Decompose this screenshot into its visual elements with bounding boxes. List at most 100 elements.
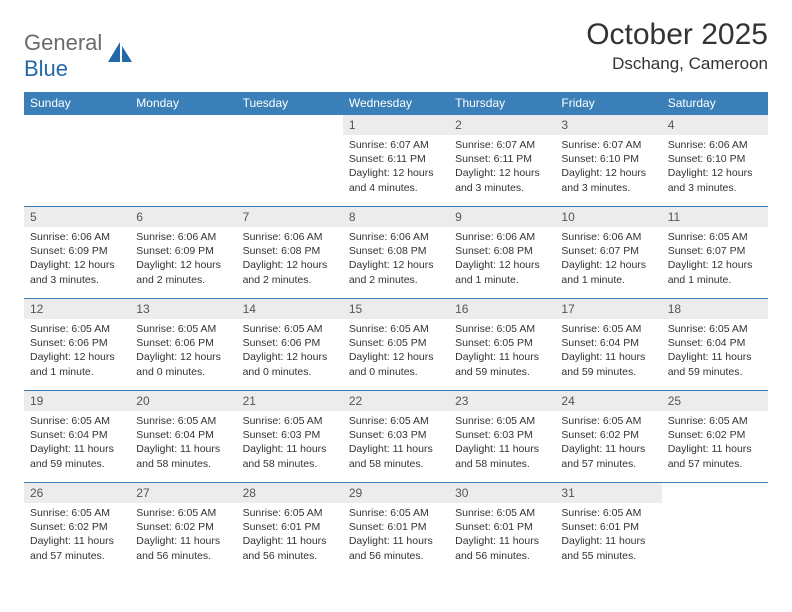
dow-saturday: Saturday	[662, 92, 768, 115]
sunset-text: Sunset: 6:10 PM	[561, 152, 655, 166]
day-cell	[130, 115, 236, 207]
day-info: Sunrise: 6:05 AMSunset: 6:02 PMDaylight:…	[24, 503, 130, 569]
day-number: 10	[555, 207, 661, 227]
sunset-text: Sunset: 6:03 PM	[455, 428, 549, 442]
dow-friday: Friday	[555, 92, 661, 115]
day-info: Sunrise: 6:05 AMSunset: 6:02 PMDaylight:…	[662, 411, 768, 477]
daylight-text: Daylight: 11 hours and 57 minutes.	[30, 534, 124, 562]
day-cell: 2Sunrise: 6:07 AMSunset: 6:11 PMDaylight…	[449, 115, 555, 207]
daylight-text: Daylight: 12 hours and 2 minutes.	[136, 258, 230, 286]
day-number: 18	[662, 299, 768, 319]
daylight-text: Daylight: 11 hours and 56 minutes.	[136, 534, 230, 562]
day-cell: 5Sunrise: 6:06 AMSunset: 6:09 PMDaylight…	[24, 207, 130, 299]
day-info: Sunrise: 6:05 AMSunset: 6:03 PMDaylight:…	[343, 411, 449, 477]
logo-text: General Blue	[24, 30, 102, 82]
calendar-page: General Blue October 2025 Dschang, Camer…	[0, 0, 792, 575]
sunrise-text: Sunrise: 6:05 AM	[561, 414, 655, 428]
daylight-text: Daylight: 11 hours and 58 minutes.	[455, 442, 549, 470]
day-info: Sunrise: 6:05 AMSunset: 6:01 PMDaylight:…	[555, 503, 661, 569]
day-cell: 23Sunrise: 6:05 AMSunset: 6:03 PMDayligh…	[449, 391, 555, 483]
daylight-text: Daylight: 11 hours and 55 minutes.	[561, 534, 655, 562]
daylight-text: Daylight: 12 hours and 3 minutes.	[561, 166, 655, 194]
day-info: Sunrise: 6:05 AMSunset: 6:05 PMDaylight:…	[343, 319, 449, 385]
day-cell: 12Sunrise: 6:05 AMSunset: 6:06 PMDayligh…	[24, 299, 130, 391]
logo-text-gray: General	[24, 30, 102, 55]
day-cell: 29Sunrise: 6:05 AMSunset: 6:01 PMDayligh…	[343, 483, 449, 575]
day-info: Sunrise: 6:05 AMSunset: 6:06 PMDaylight:…	[24, 319, 130, 385]
daylight-text: Daylight: 11 hours and 56 minutes.	[455, 534, 549, 562]
day-number: 1	[343, 115, 449, 135]
day-number: 14	[237, 299, 343, 319]
sunrise-text: Sunrise: 6:05 AM	[243, 506, 337, 520]
title-block: October 2025 Dschang, Cameroon	[586, 18, 768, 74]
day-info: Sunrise: 6:05 AMSunset: 6:04 PMDaylight:…	[130, 411, 236, 477]
day-cell: 7Sunrise: 6:06 AMSunset: 6:08 PMDaylight…	[237, 207, 343, 299]
day-number: 8	[343, 207, 449, 227]
day-info: Sunrise: 6:05 AMSunset: 6:02 PMDaylight:…	[555, 411, 661, 477]
sunrise-text: Sunrise: 6:05 AM	[30, 322, 124, 336]
dow-thursday: Thursday	[449, 92, 555, 115]
day-cell: 18Sunrise: 6:05 AMSunset: 6:04 PMDayligh…	[662, 299, 768, 391]
day-cell: 6Sunrise: 6:06 AMSunset: 6:09 PMDaylight…	[130, 207, 236, 299]
day-info: Sunrise: 6:05 AMSunset: 6:05 PMDaylight:…	[449, 319, 555, 385]
logo-text-blue: Blue	[24, 56, 68, 81]
day-info: Sunrise: 6:05 AMSunset: 6:01 PMDaylight:…	[343, 503, 449, 569]
week-row: 26Sunrise: 6:05 AMSunset: 6:02 PMDayligh…	[24, 483, 768, 575]
day-info: Sunrise: 6:06 AMSunset: 6:09 PMDaylight:…	[24, 227, 130, 293]
day-cell: 10Sunrise: 6:06 AMSunset: 6:07 PMDayligh…	[555, 207, 661, 299]
day-cell: 19Sunrise: 6:05 AMSunset: 6:04 PMDayligh…	[24, 391, 130, 483]
daylight-text: Daylight: 11 hours and 59 minutes.	[561, 350, 655, 378]
dow-sunday: Sunday	[24, 92, 130, 115]
week-row: 1Sunrise: 6:07 AMSunset: 6:11 PMDaylight…	[24, 115, 768, 207]
sunrise-text: Sunrise: 6:05 AM	[349, 506, 443, 520]
sunrise-text: Sunrise: 6:05 AM	[668, 322, 762, 336]
day-cell: 24Sunrise: 6:05 AMSunset: 6:02 PMDayligh…	[555, 391, 661, 483]
day-cell: 3Sunrise: 6:07 AMSunset: 6:10 PMDaylight…	[555, 115, 661, 207]
day-cell: 13Sunrise: 6:05 AMSunset: 6:06 PMDayligh…	[130, 299, 236, 391]
day-number: 9	[449, 207, 555, 227]
day-info: Sunrise: 6:07 AMSunset: 6:11 PMDaylight:…	[343, 135, 449, 201]
day-number: 6	[130, 207, 236, 227]
day-number: 3	[555, 115, 661, 135]
day-cell: 27Sunrise: 6:05 AMSunset: 6:02 PMDayligh…	[130, 483, 236, 575]
day-info: Sunrise: 6:05 AMSunset: 6:01 PMDaylight:…	[449, 503, 555, 569]
location: Dschang, Cameroon	[586, 54, 768, 74]
month-title: October 2025	[586, 18, 768, 52]
day-number: 11	[662, 207, 768, 227]
day-number: 26	[24, 483, 130, 503]
daylight-text: Daylight: 12 hours and 1 minute.	[30, 350, 124, 378]
daylight-text: Daylight: 12 hours and 2 minutes.	[243, 258, 337, 286]
daylight-text: Daylight: 11 hours and 58 minutes.	[243, 442, 337, 470]
logo: General Blue	[24, 18, 134, 82]
day-info: Sunrise: 6:05 AMSunset: 6:04 PMDaylight:…	[555, 319, 661, 385]
day-cell: 20Sunrise: 6:05 AMSunset: 6:04 PMDayligh…	[130, 391, 236, 483]
day-info: Sunrise: 6:05 AMSunset: 6:07 PMDaylight:…	[662, 227, 768, 293]
day-cell: 8Sunrise: 6:06 AMSunset: 6:08 PMDaylight…	[343, 207, 449, 299]
week-row: 12Sunrise: 6:05 AMSunset: 6:06 PMDayligh…	[24, 299, 768, 391]
days-of-week-row: Sunday Monday Tuesday Wednesday Thursday…	[24, 92, 768, 115]
day-number: 16	[449, 299, 555, 319]
daylight-text: Daylight: 11 hours and 59 minutes.	[668, 350, 762, 378]
week-row: 5Sunrise: 6:06 AMSunset: 6:09 PMDaylight…	[24, 207, 768, 299]
day-info: Sunrise: 6:07 AMSunset: 6:10 PMDaylight:…	[555, 135, 661, 201]
sunrise-text: Sunrise: 6:06 AM	[30, 230, 124, 244]
daylight-text: Daylight: 12 hours and 3 minutes.	[30, 258, 124, 286]
sunrise-text: Sunrise: 6:05 AM	[668, 230, 762, 244]
daylight-text: Daylight: 11 hours and 56 minutes.	[243, 534, 337, 562]
sunset-text: Sunset: 6:01 PM	[455, 520, 549, 534]
daylight-text: Daylight: 12 hours and 1 minute.	[668, 258, 762, 286]
daylight-text: Daylight: 11 hours and 59 minutes.	[455, 350, 549, 378]
sunrise-text: Sunrise: 6:07 AM	[455, 138, 549, 152]
sunset-text: Sunset: 6:06 PM	[136, 336, 230, 350]
day-number: 31	[555, 483, 661, 503]
day-info: Sunrise: 6:07 AMSunset: 6:11 PMDaylight:…	[449, 135, 555, 201]
sunset-text: Sunset: 6:10 PM	[668, 152, 762, 166]
sunset-text: Sunset: 6:02 PM	[561, 428, 655, 442]
calendar-table: Sunday Monday Tuesday Wednesday Thursday…	[24, 92, 768, 575]
day-cell: 14Sunrise: 6:05 AMSunset: 6:06 PMDayligh…	[237, 299, 343, 391]
daylight-text: Daylight: 11 hours and 56 minutes.	[349, 534, 443, 562]
day-number: 19	[24, 391, 130, 411]
day-number: 24	[555, 391, 661, 411]
daylight-text: Daylight: 11 hours and 57 minutes.	[561, 442, 655, 470]
sunrise-text: Sunrise: 6:05 AM	[455, 414, 549, 428]
